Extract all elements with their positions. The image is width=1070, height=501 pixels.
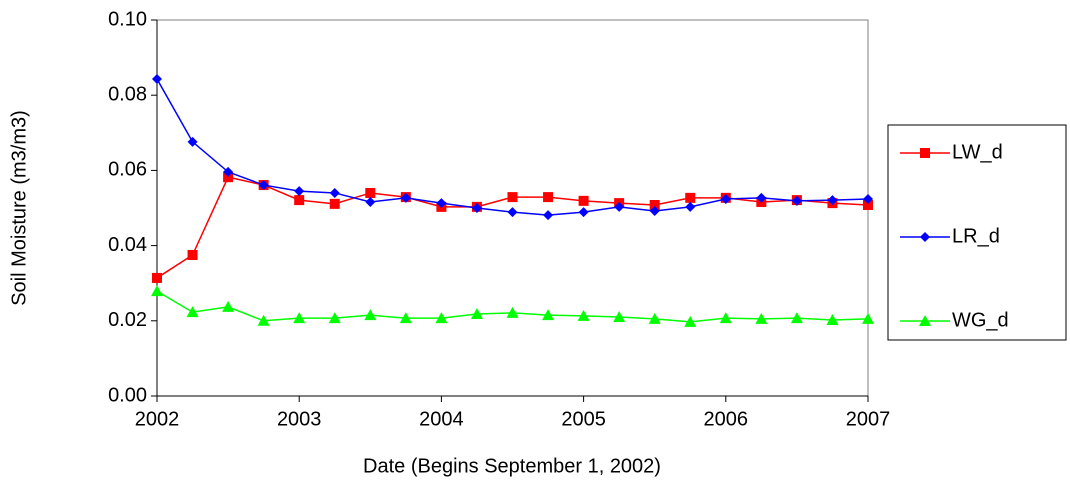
marker xyxy=(649,206,660,217)
marker xyxy=(187,250,198,260)
marker xyxy=(329,187,340,198)
marker xyxy=(543,210,554,221)
marker xyxy=(328,312,341,324)
y-tick-label: 0.06 xyxy=(108,159,147,181)
marker xyxy=(685,201,696,212)
marker xyxy=(293,312,306,324)
marker xyxy=(613,311,626,323)
marker xyxy=(152,74,162,85)
marker xyxy=(790,312,803,324)
marker xyxy=(365,187,376,198)
marker xyxy=(399,312,412,324)
marker xyxy=(578,195,589,206)
marker xyxy=(507,192,518,203)
marker xyxy=(684,315,697,327)
marker xyxy=(826,314,839,326)
marker xyxy=(222,300,235,312)
marker xyxy=(862,312,874,324)
marker xyxy=(756,192,767,203)
marker xyxy=(152,272,162,283)
x-tick-label: 2004 xyxy=(419,408,464,430)
marker xyxy=(649,199,660,210)
legend-marker xyxy=(919,315,931,326)
y-tick-label: 0.04 xyxy=(108,234,147,256)
x-axis-label: Date (Begins September 1, 2002) xyxy=(363,455,661,477)
y-tick-label: 0.08 xyxy=(108,83,147,105)
marker xyxy=(471,203,482,213)
marker xyxy=(506,306,519,318)
marker xyxy=(151,285,163,297)
marker xyxy=(435,312,448,324)
marker xyxy=(365,196,376,207)
marker xyxy=(257,314,270,326)
marker xyxy=(614,201,625,212)
marker xyxy=(755,312,768,324)
x-tick-label: 2002 xyxy=(135,408,180,430)
legend-label: LR_d xyxy=(952,225,1000,247)
marker xyxy=(577,309,590,321)
x-tick-label: 2006 xyxy=(704,408,749,430)
marker xyxy=(542,309,555,321)
x-tick-label: 2005 xyxy=(561,408,606,430)
marker xyxy=(186,306,199,318)
marker xyxy=(685,192,696,203)
y-tick-label: 0.10 xyxy=(108,8,147,30)
marker xyxy=(223,172,234,183)
marker xyxy=(507,207,518,218)
y-axis-label: Soil Moisture (m3/m3) xyxy=(8,110,30,306)
marker xyxy=(720,193,731,204)
marker xyxy=(470,308,483,320)
legend-box xyxy=(887,124,1067,341)
marker xyxy=(863,193,873,204)
marker xyxy=(329,198,340,209)
legend-marker xyxy=(920,232,930,242)
marker xyxy=(294,195,305,206)
marker xyxy=(364,309,377,321)
marker xyxy=(863,199,873,210)
legend-label: LW_d xyxy=(952,141,1003,163)
marker xyxy=(719,312,732,324)
y-tick-label: 0.02 xyxy=(108,309,147,331)
y-tick-label: 0.00 xyxy=(108,384,147,406)
marker xyxy=(578,207,589,218)
marker xyxy=(258,180,269,191)
x-tick-label: 2007 xyxy=(846,408,891,430)
marker xyxy=(187,136,198,147)
marker xyxy=(791,195,802,206)
marker xyxy=(543,192,554,203)
marker xyxy=(827,195,838,206)
marker xyxy=(294,186,305,197)
marker xyxy=(648,312,661,324)
legend-marker xyxy=(920,148,930,158)
marker xyxy=(223,166,234,177)
marker xyxy=(436,198,447,209)
legend-label: WG_d xyxy=(952,309,1009,331)
x-tick-label: 2003 xyxy=(277,408,322,430)
marker xyxy=(400,192,411,203)
